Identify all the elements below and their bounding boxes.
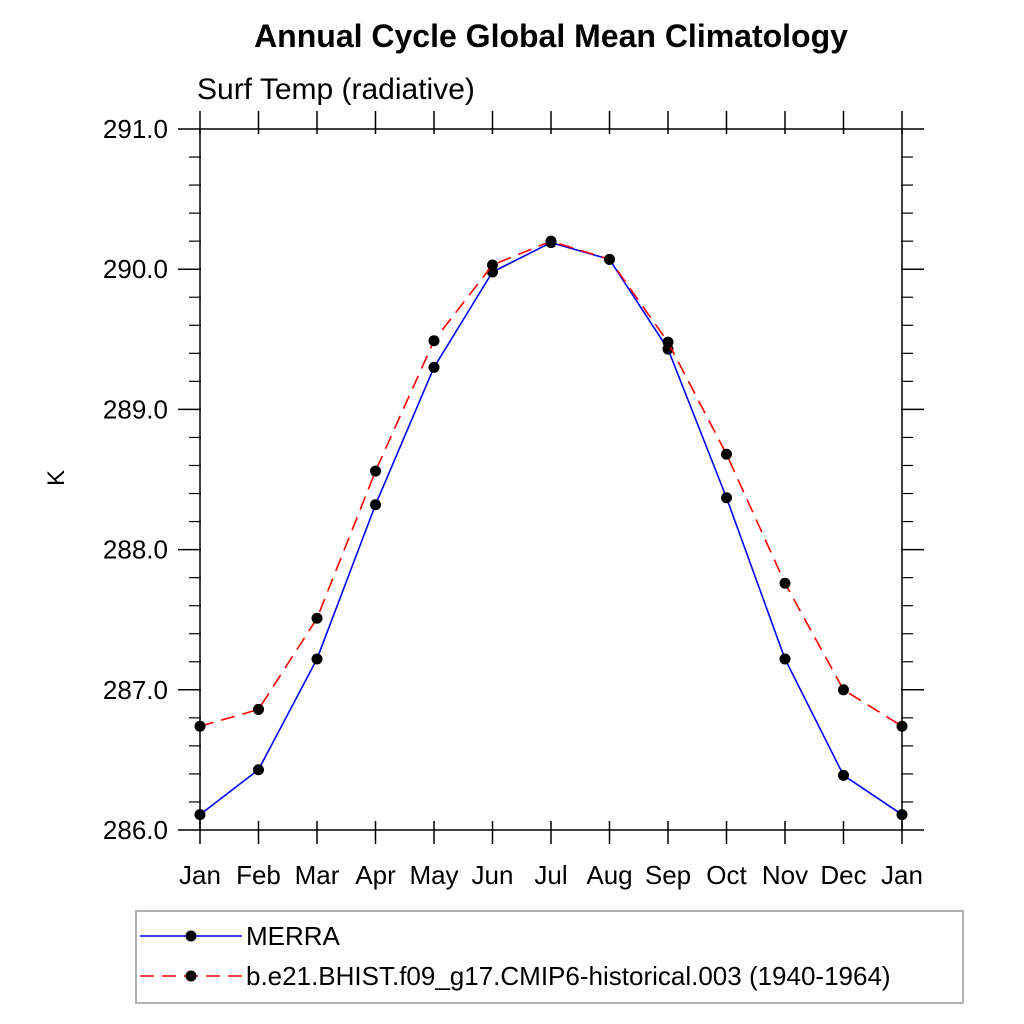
data-point-marker (194, 809, 206, 821)
x-tick-label: Jan (179, 860, 221, 890)
data-point-marker (487, 259, 498, 271)
x-tick-label: Jun (472, 860, 514, 890)
x-tick-label: Sep (645, 860, 691, 890)
data-point-marker (779, 577, 791, 589)
legend-label: b.e21.BHIST.f09_g17.CMIP6-historical.003… (246, 961, 891, 991)
data-point-marker (721, 448, 732, 460)
legend: MERRA b.e21.BHIST.f09_g17.CMIP6-historica… (135, 910, 964, 1004)
x-tick-label: Oct (706, 860, 747, 890)
y-tick-label: 287.0 (103, 675, 168, 705)
plot-border (199, 128, 903, 831)
data-point-marker (253, 703, 264, 715)
y-axis-label: K (43, 470, 70, 486)
data-point-marker (838, 684, 849, 696)
data-point-marker (896, 720, 908, 732)
data-point-marker (779, 653, 791, 665)
y-tick-label: 289.0 (103, 394, 168, 424)
x-tick-label: Feb (236, 860, 281, 890)
chart-title: Annual Cycle Global Mean Climatology (254, 18, 848, 54)
x-tick-label: Dec (820, 860, 866, 890)
plot-frame (199, 128, 903, 831)
data-point-marker (721, 492, 732, 504)
x-axis-tick-labels: Jan Feb Mar Apr May Jun Jul Aug Sep Oct Nov Dec Jan (179, 860, 923, 890)
y-tick-label: 291.0 (103, 114, 168, 144)
x-tick-label: Jan (881, 860, 923, 890)
data-series (194, 235, 908, 821)
data-point-marker (604, 253, 615, 265)
series-line-1 (199, 240, 903, 728)
legend-box (135, 910, 964, 1004)
data-point-marker (545, 235, 557, 247)
y-tick-label: 288.0 (103, 535, 168, 565)
legend-label: MERRA (246, 921, 341, 951)
x-tick-label: Aug (586, 860, 632, 890)
data-point-marker (896, 809, 908, 821)
x-tick-label: Mar (295, 860, 340, 890)
x-tick-label: Nov (762, 860, 808, 890)
chart-subtitle: Surf Temp (radiative) (197, 73, 475, 106)
data-point-marker (311, 612, 323, 624)
x-tick-label: May (409, 860, 458, 890)
data-point-marker (253, 764, 264, 776)
x-tick-label: Apr (355, 860, 396, 890)
data-point-marker (838, 769, 849, 781)
legend-marker (185, 970, 197, 982)
data-point-marker (370, 465, 381, 477)
legend-marker (185, 930, 197, 942)
data-point-marker (194, 720, 206, 732)
data-point-marker (662, 336, 674, 348)
data-point-marker (428, 335, 440, 347)
data-point-marker (311, 653, 323, 665)
x-tick-label: Jul (534, 860, 567, 890)
y-tick-label: 286.0 (103, 815, 168, 845)
series-line-0 (199, 241, 903, 816)
data-point-marker (428, 361, 440, 373)
y-axis-tick-labels: 286.0 287.0 288.0 289.0 290.0 291.0 (103, 114, 168, 845)
y-tick-label: 290.0 (103, 254, 168, 284)
axes-ticks (178, 111, 924, 844)
data-point-marker (370, 499, 381, 511)
